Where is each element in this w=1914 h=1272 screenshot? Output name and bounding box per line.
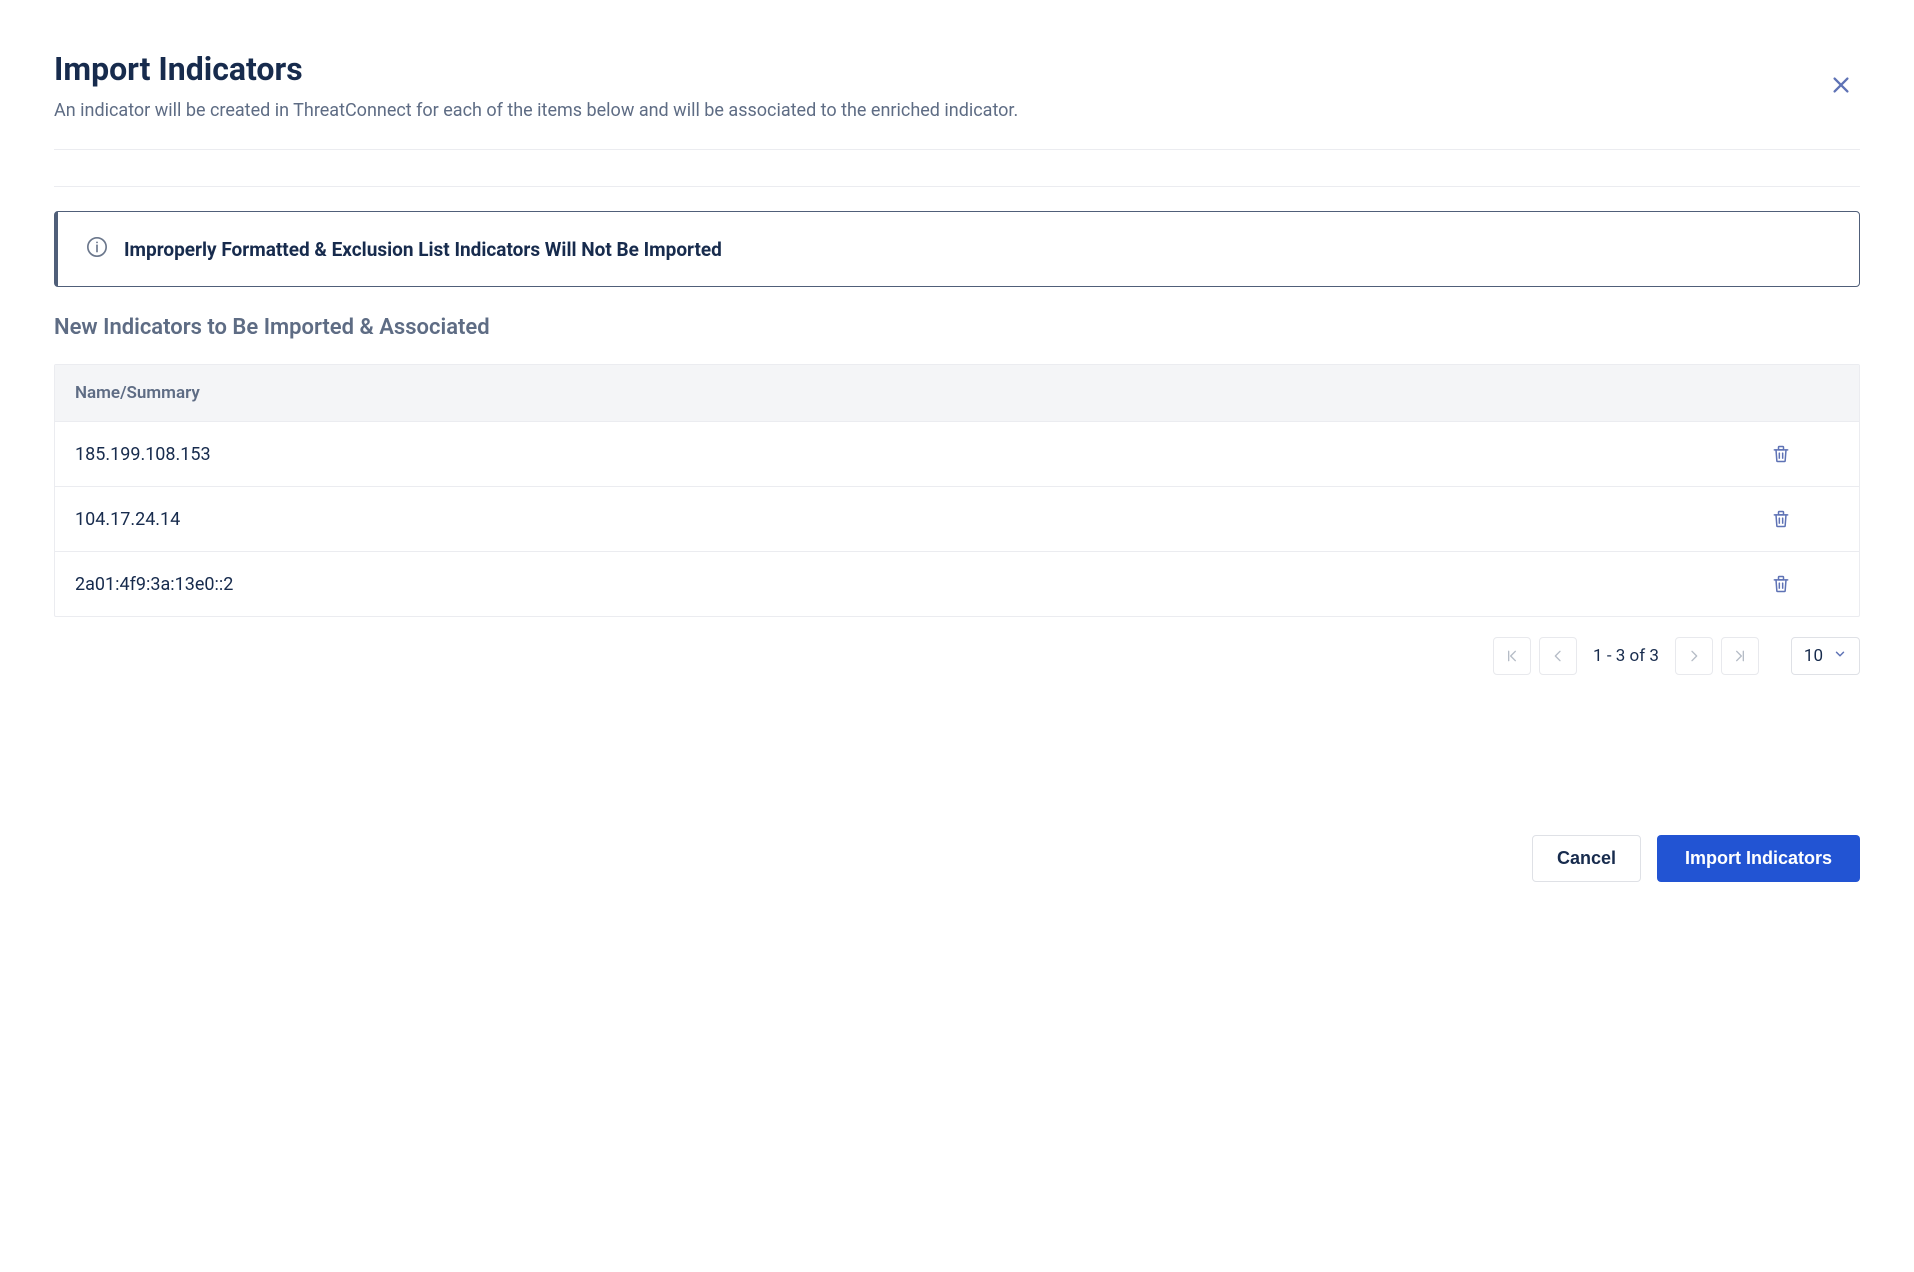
delete-row-button[interactable] (1767, 505, 1795, 533)
next-page-button[interactable] (1675, 637, 1713, 675)
chevron-left-icon (1550, 648, 1566, 664)
info-banner: Improperly Formatted & Exclusion List In… (54, 211, 1860, 287)
info-icon (86, 236, 108, 262)
page-size-select[interactable]: 10 (1791, 637, 1860, 675)
import-indicators-button[interactable]: Import Indicators (1657, 835, 1860, 882)
indicators-table: Name/Summary 185.199.108.153 104.17.24.1… (54, 364, 1860, 617)
indicator-name: 104.17.24.14 (75, 509, 180, 530)
first-page-button[interactable] (1493, 637, 1531, 675)
page-title: Import Indicators (54, 50, 1822, 88)
trash-icon (1771, 444, 1791, 464)
table-row: 185.199.108.153 (55, 422, 1859, 487)
close-button[interactable] (1822, 66, 1860, 104)
chevron-down-icon (1833, 646, 1847, 666)
info-banner-text: Improperly Formatted & Exclusion List In… (124, 238, 722, 261)
indicator-name: 2a01:4f9:3a:13e0::2 (75, 574, 233, 595)
chevron-right-icon (1686, 648, 1702, 664)
trash-icon (1771, 574, 1791, 594)
trash-icon (1771, 509, 1791, 529)
footer-actions: Cancel Import Indicators (54, 835, 1860, 882)
table-column-header: Name/Summary (55, 365, 1859, 422)
close-icon (1830, 74, 1852, 96)
pagination: 1 - 3 of 3 10 (54, 637, 1860, 675)
table-row: 104.17.24.14 (55, 487, 1859, 552)
delete-row-button[interactable] (1767, 440, 1795, 468)
delete-row-button[interactable] (1767, 570, 1795, 598)
table-row: 2a01:4f9:3a:13e0::2 (55, 552, 1859, 616)
first-page-icon (1504, 648, 1520, 664)
indicator-name: 185.199.108.153 (75, 444, 211, 465)
page-size-value: 10 (1804, 646, 1823, 666)
cancel-button[interactable]: Cancel (1532, 835, 1641, 882)
last-page-button[interactable] (1721, 637, 1759, 675)
prev-page-button[interactable] (1539, 637, 1577, 675)
section-title: New Indicators to Be Imported & Associat… (54, 315, 1860, 340)
page-range-text: 1 - 3 of 3 (1593, 646, 1659, 666)
last-page-icon (1732, 648, 1748, 664)
page-subtitle: An indicator will be created in ThreatCo… (54, 100, 1822, 121)
